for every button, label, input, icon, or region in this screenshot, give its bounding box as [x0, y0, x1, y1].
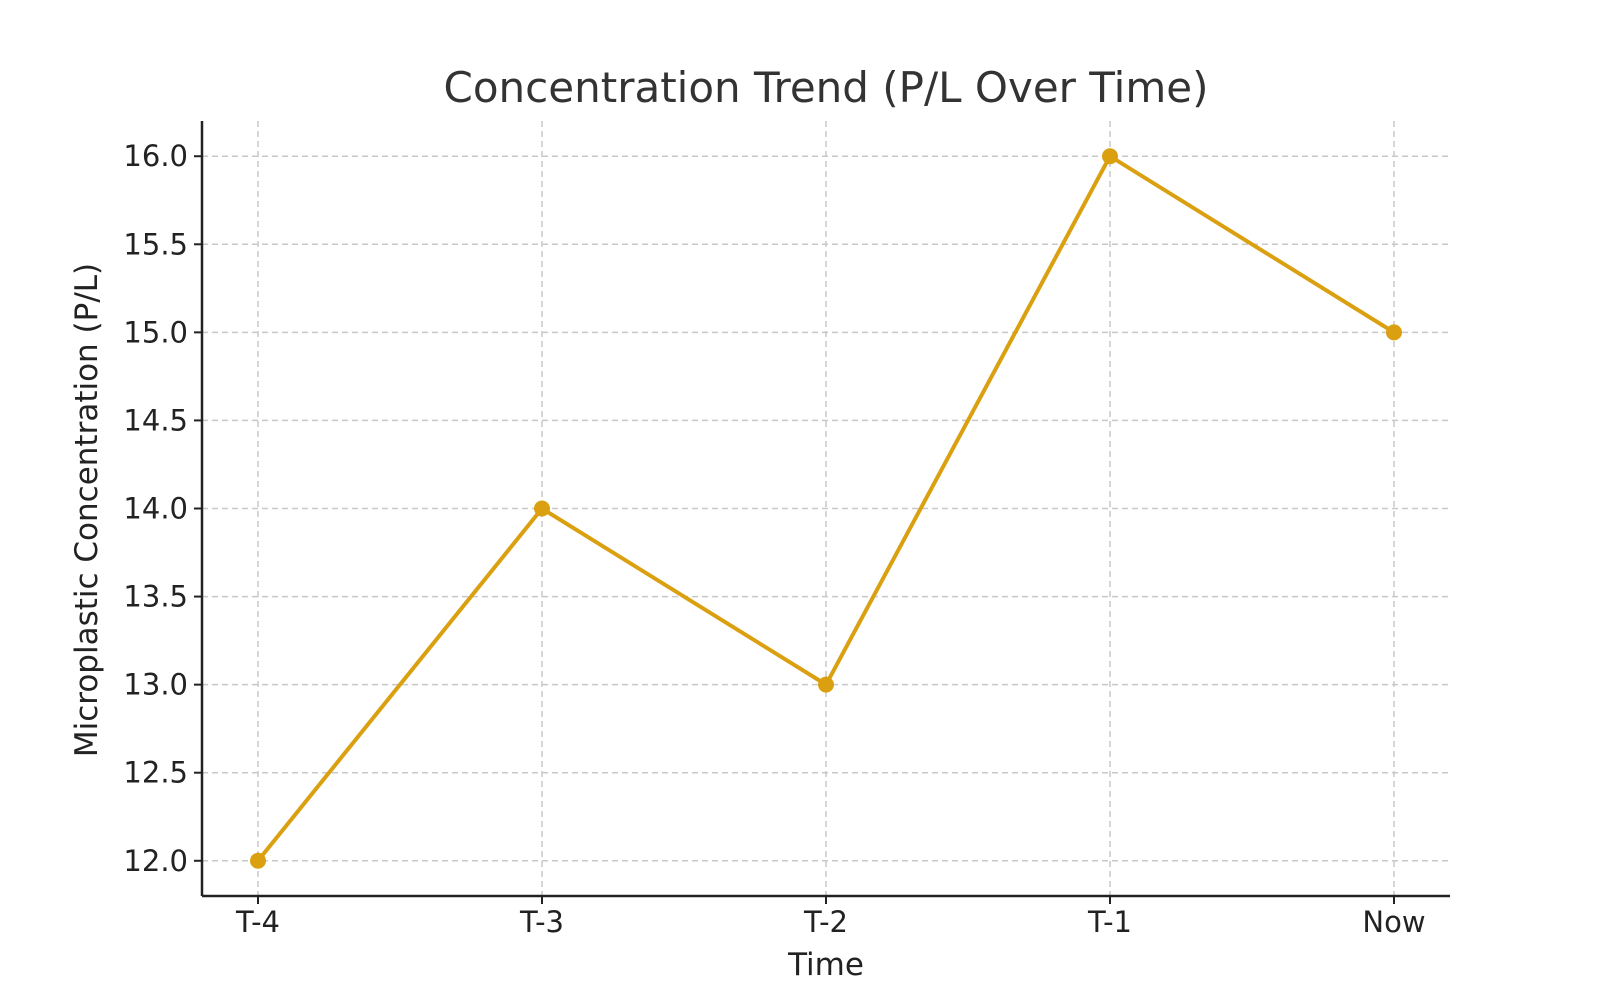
x-tick-label: T-4	[235, 905, 280, 939]
y-tick-label: 12.0	[123, 844, 188, 878]
y-tick-label: 13.0	[123, 668, 188, 702]
y-tick-label: 15.0	[123, 315, 188, 349]
y-tick-label: 12.5	[123, 756, 188, 790]
y-tick-label: 16.0	[123, 139, 188, 173]
y-tick-label: 13.5	[123, 580, 188, 614]
x-tick-label: T-2	[803, 905, 848, 939]
data-point	[1102, 148, 1118, 165]
ticks: 12.0 12.5 13.0 13.5 14.0 14.5 15.0 15.5 16.0 T-4 T…	[123, 139, 1425, 939]
data-point	[250, 852, 266, 869]
x-tick-label: Now	[1362, 905, 1425, 939]
y-tick-label: 15.5	[123, 227, 188, 261]
y-tick-label: 14.0	[123, 492, 188, 526]
x-axis-label: Time	[787, 947, 864, 983]
data-point	[1386, 324, 1402, 341]
y-axis-label: Microplastic Concentration (P/L)	[69, 263, 105, 757]
grid	[202, 121, 1450, 896]
x-tick-label: T-3	[519, 905, 564, 939]
chart-title: Concentration Trend (P/L Over Time)	[444, 63, 1209, 112]
data-point	[534, 500, 550, 517]
data-point	[818, 676, 834, 693]
x-tick-label: T-1	[1087, 905, 1132, 939]
y-tick-label: 14.5	[123, 403, 188, 437]
series	[250, 148, 1402, 869]
